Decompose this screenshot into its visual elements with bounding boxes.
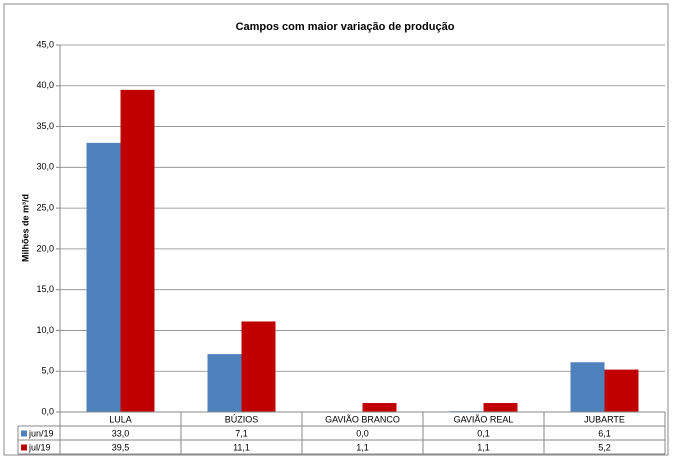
table-value: 5,2 bbox=[598, 442, 611, 452]
y-tick-label: 0,0 bbox=[41, 406, 54, 416]
table-value: 7,1 bbox=[235, 428, 248, 438]
y-tick-label: 15,0 bbox=[36, 284, 54, 294]
bar bbox=[570, 362, 605, 412]
table-value: 33,0 bbox=[112, 428, 130, 438]
x-tick-label: GAVIÃO REAL bbox=[454, 414, 514, 424]
legend-label: jul/19 bbox=[28, 442, 51, 452]
x-tick-label: GAVIÃO BRANCO bbox=[325, 414, 400, 424]
table-value: 39,5 bbox=[112, 442, 130, 452]
y-tick-label: 30,0 bbox=[36, 162, 54, 172]
y-tick-label: 35,0 bbox=[36, 121, 54, 131]
bar bbox=[120, 89, 155, 412]
bar bbox=[604, 369, 639, 412]
table-value: 0,1 bbox=[477, 428, 490, 438]
chart-title: Campos com maior variação de produção bbox=[236, 21, 455, 33]
y-tick-label: 10,0 bbox=[36, 325, 54, 335]
legend-swatch bbox=[21, 444, 27, 451]
y-tick-label: 40,0 bbox=[36, 80, 54, 90]
table-value: 0,0 bbox=[356, 428, 369, 438]
x-tick-label: BÚZIOS bbox=[225, 414, 259, 424]
y-tick-label: 20,0 bbox=[36, 243, 54, 253]
table-value: 6,1 bbox=[598, 428, 611, 438]
table-value: 11,1 bbox=[233, 442, 250, 452]
table-value: 1,1 bbox=[356, 442, 369, 452]
bar bbox=[483, 403, 518, 412]
legend-swatch bbox=[21, 430, 27, 437]
y-tick-label: 25,0 bbox=[36, 202, 54, 212]
y-tick-label: 5,0 bbox=[41, 366, 54, 376]
table-value: 1,1 bbox=[477, 442, 490, 452]
bar bbox=[241, 321, 276, 412]
y-tick-label: 45,0 bbox=[36, 39, 54, 49]
legend-label: jun/19 bbox=[28, 428, 54, 438]
y-axis-label: Milhões de m³/d bbox=[20, 194, 30, 262]
bar bbox=[207, 354, 242, 412]
bar bbox=[86, 142, 121, 412]
x-tick-label: JUBARTE bbox=[584, 414, 625, 424]
x-tick-label: LULA bbox=[109, 414, 132, 424]
bar bbox=[362, 403, 397, 412]
